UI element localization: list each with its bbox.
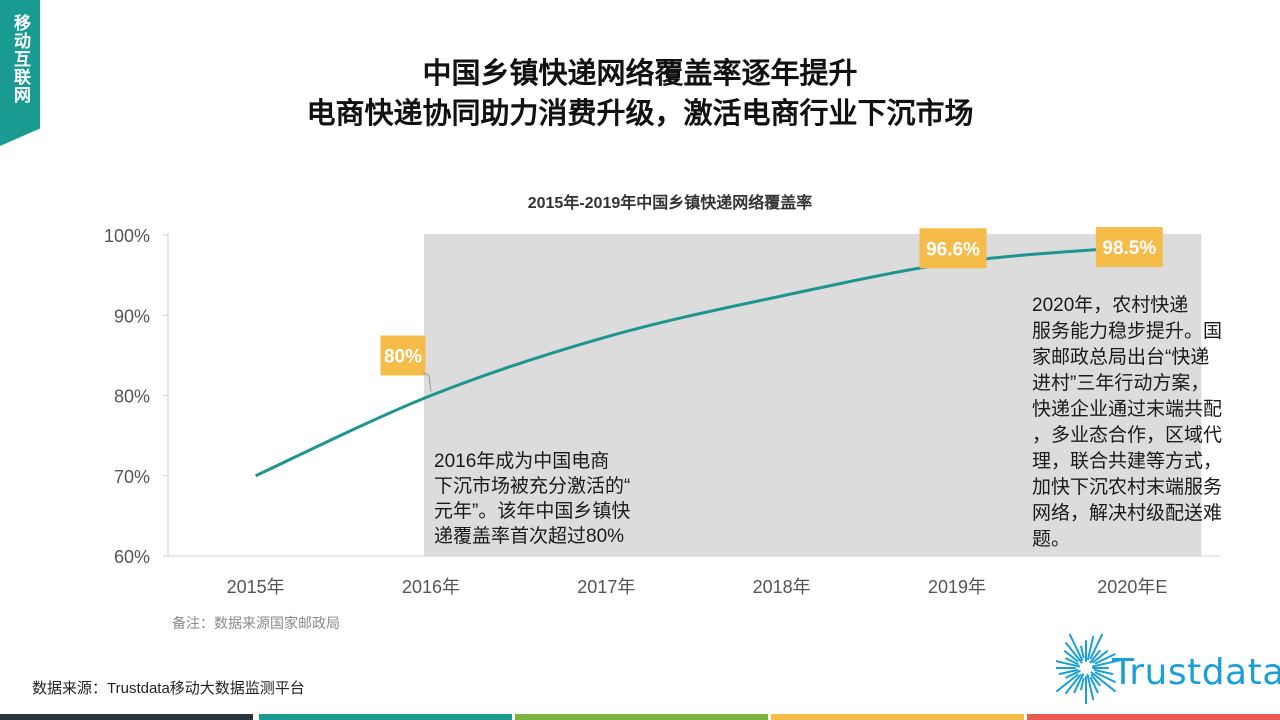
logo-ray	[1090, 671, 1116, 693]
y-tick-label: 100%	[104, 226, 150, 246]
logo-ray	[1092, 650, 1109, 664]
logo-ray	[1065, 674, 1082, 695]
logo-text: Trustdata	[1112, 652, 1280, 693]
shaded-region	[424, 234, 1202, 556]
x-tick-label: 2015年	[227, 577, 285, 597]
data-label-box	[919, 228, 987, 269]
trustdata-logo-icon	[1056, 633, 1124, 704]
chart-note: 备注：数据来源国家邮政局	[172, 615, 340, 631]
bottom-bar-segment	[0, 714, 253, 720]
annotation-2016: 2016年成为中国电商	[434, 450, 609, 472]
page-title-line1: 中国乡镇快递网络覆盖率逐年提升	[422, 58, 858, 90]
data-label: 80%	[384, 347, 422, 368]
data-label-box	[380, 335, 426, 376]
annotation-2020: 服务能力稳步提升。国	[1032, 320, 1222, 342]
logo-ray	[1073, 673, 1084, 694]
x-tick-label: 2016年	[402, 577, 460, 597]
x-tick-label: 2019年	[928, 577, 986, 597]
logo-ray	[1056, 673, 1079, 693]
annotation-2020: 2020年，农村快递	[1032, 294, 1188, 316]
y-tick-label: 70%	[114, 467, 150, 487]
logo-ray	[1065, 657, 1079, 666]
logo-ray	[1080, 677, 1085, 691]
bottom-bar-segment	[259, 714, 512, 720]
bottom-bar-segment	[771, 714, 1024, 720]
logo-ray	[1090, 674, 1101, 687]
logo-ray	[1089, 649, 1101, 664]
annotation-2020: 网络，解决村级配送难	[1032, 502, 1222, 524]
logo-ray	[1094, 671, 1116, 683]
bottom-bar-segment	[515, 714, 768, 720]
logo-ray	[1094, 653, 1116, 665]
annotation-2016: 递覆盖率首次超过80%	[434, 525, 624, 547]
annotation-2020: 题。	[1032, 529, 1070, 550]
x-tick-label: 2018年	[753, 577, 811, 597]
data-label: 96.6%	[926, 239, 980, 260]
logo-ray	[1093, 669, 1114, 676]
annotation-2016: 下沉市场被充分激活的“	[434, 475, 630, 497]
y-tick-label: 60%	[114, 547, 150, 567]
logo-ray	[1080, 645, 1085, 659]
logo-ray	[1087, 635, 1095, 661]
x-tick-label: 2020年E	[1097, 577, 1167, 597]
data-label-leader	[422, 372, 432, 392]
logo-ray	[1086, 673, 1095, 701]
x-tick-label: 2017年	[577, 577, 635, 597]
y-tick-label: 90%	[114, 306, 150, 326]
page-title-line2: 电商快递协同助力消费升级，激活电商行业下沉市场	[306, 98, 974, 130]
data-label: 98.5%	[1102, 238, 1156, 259]
side-tag-label: 移动互联网	[11, 14, 30, 104]
annotation-2016: 元年”。该年中国乡镇快	[434, 500, 630, 522]
chart-title: 2015年-2019年中国乡镇快递网络覆盖率	[527, 195, 813, 212]
side-tag: 移动互联网	[0, 0, 40, 146]
logo-ray	[1091, 658, 1124, 668]
annotation-2020: 加快下沉农村末端服务	[1032, 476, 1222, 498]
annotation-2020: 进村”三年行动方案，	[1032, 372, 1209, 394]
annotation-2020: 理，联合共建等方式，	[1032, 450, 1222, 472]
logo-ray	[1065, 670, 1081, 679]
logo-ray	[1089, 633, 1104, 660]
logo-ray	[1065, 641, 1083, 664]
logo-ray	[1056, 660, 1081, 668]
annotation-2020: 家邮政总局出台“快递	[1032, 346, 1209, 368]
annotation-2020: ，多业态合作，区域代	[1032, 424, 1222, 446]
logo-ray	[1068, 633, 1084, 661]
data-source: 数据来源：Trustdata移动大数据监测平台	[32, 680, 305, 697]
logo-ray	[1058, 669, 1079, 676]
bottom-bar-segment	[1027, 714, 1280, 720]
data-label-box	[1095, 227, 1163, 268]
logo-ray	[1089, 676, 1099, 694]
logo-ray	[1063, 650, 1079, 663]
y-tick-label: 80%	[114, 387, 150, 407]
annotation-2020: 快递企业通过末端共配	[1032, 398, 1222, 420]
